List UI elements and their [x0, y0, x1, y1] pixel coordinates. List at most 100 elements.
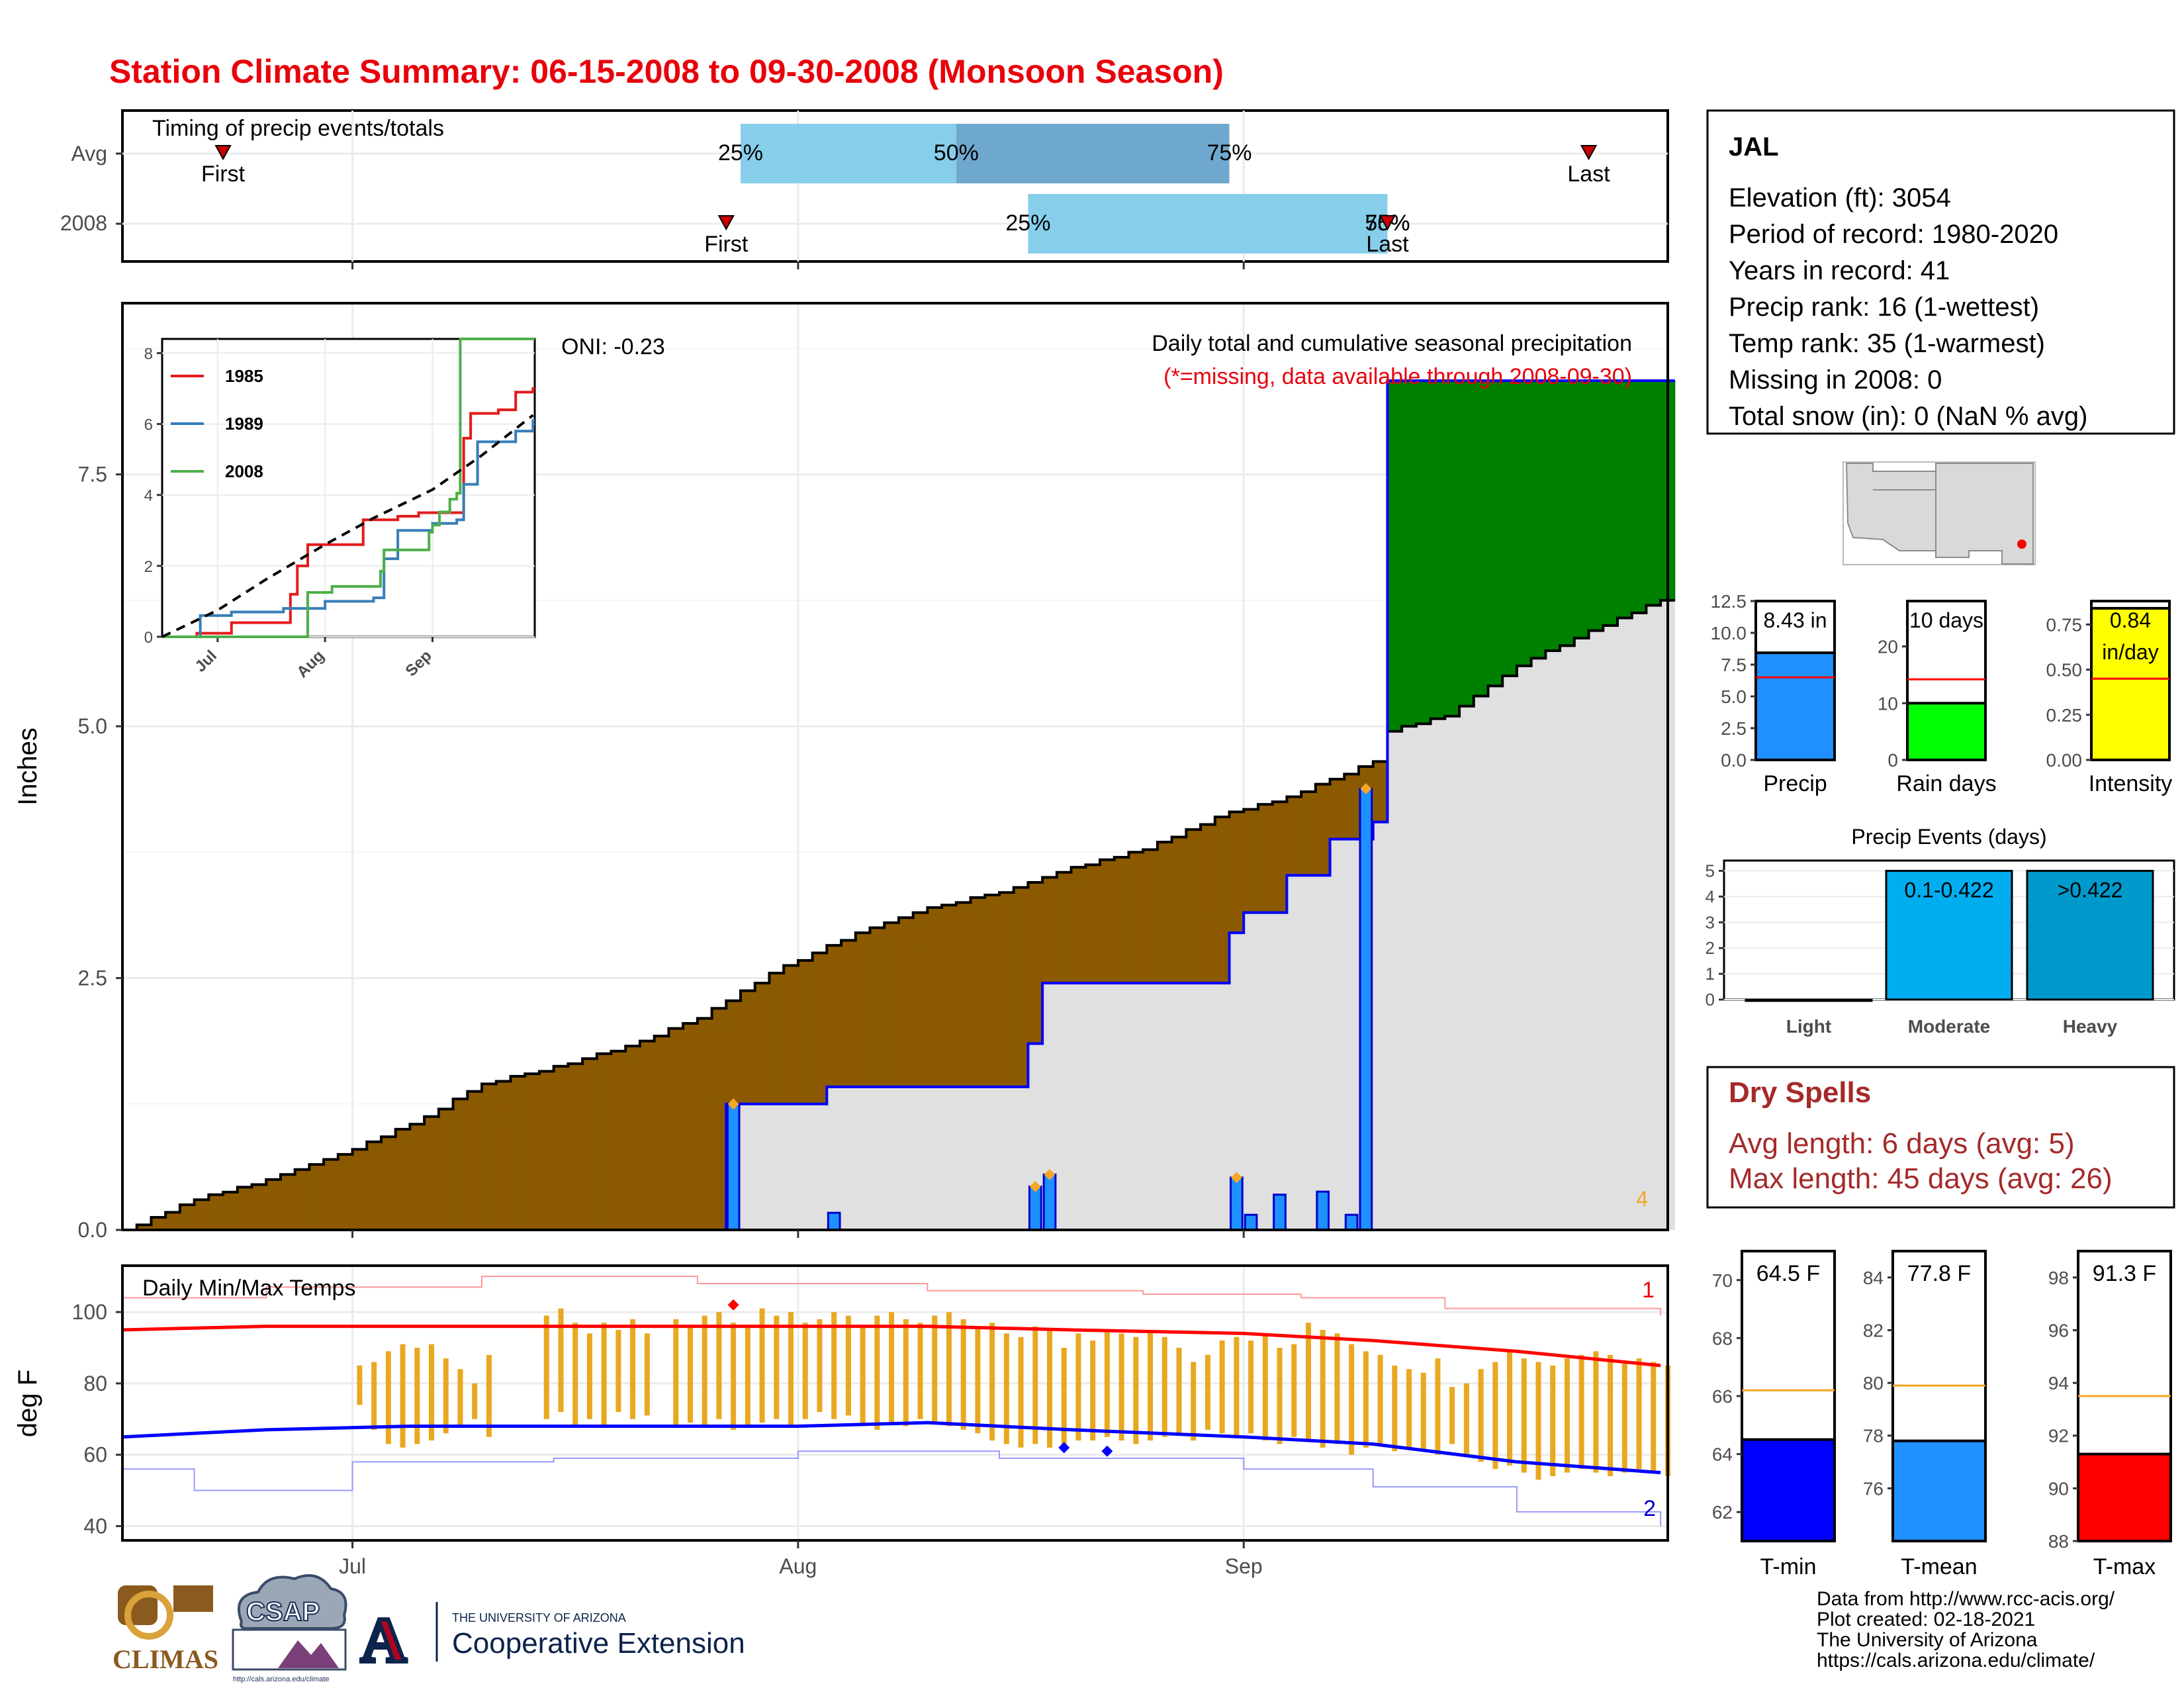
mini-bar-value-label: in/day [2102, 640, 2158, 664]
timing-2008-first-marker [717, 215, 735, 231]
events-y-tick-label: 0 [1706, 990, 1715, 1009]
dry-spells-max: Max length: 45 days (avg: 26) [1729, 1162, 2113, 1195]
dry-spells-title: Dry Spells [1729, 1076, 1871, 1109]
events-category-label: Light [1786, 1016, 1831, 1037]
daily-precip-bar [1273, 1194, 1287, 1231]
university-of-arizona-logo: A THE UNIVERSITY OF ARIZONA Cooperative … [359, 1602, 745, 1677]
record-day-marker [1029, 1181, 1041, 1193]
mini-bar-y-tick-label: 10 [1878, 693, 1898, 714]
timing-avg-iqr-upper [956, 124, 1230, 183]
mini-bar-y-tick-label: 0.25 [2046, 705, 2083, 726]
temp-summary-y-tick-label: 82 [1863, 1320, 1884, 1340]
locator-map [1843, 461, 2036, 565]
temp-record-marker [1058, 1442, 1070, 1454]
station-missing: Missing in 2008: 0 [1729, 365, 1942, 395]
station-location-marker [2017, 539, 2026, 549]
record-day-marker [1044, 1168, 1056, 1180]
ua-block-a-icon: A [361, 1605, 406, 1675]
precip-y-tick-label: 2.5 [78, 966, 107, 990]
timing-2008-last-label: Last [1366, 232, 1409, 257]
daily-precip-bar [1028, 1186, 1042, 1231]
record-low-count: 2 [1643, 1496, 1656, 1521]
temp-summary-y-tick-label: 78 [1863, 1426, 1884, 1446]
inset-series-line [161, 414, 534, 638]
timing-2008-last-marker [1379, 215, 1396, 231]
footer-credits: Data from http://www.rcc-acis.org/ Plot … [1817, 1588, 2115, 1671]
timing-2008-first-label: First [704, 232, 749, 257]
timing-avg-first-marker [214, 145, 232, 161]
mini-bar-y-tick-label: 0.00 [2046, 750, 2083, 771]
precip-header: Daily total and cumulative seasonal prec… [1152, 331, 1632, 356]
page-title: Station Climate Summary: 06-15-2008 to 0… [109, 53, 1224, 90]
precip-panel-border [121, 302, 1669, 1231]
precip-y-tick-label: 5.0 [78, 714, 107, 738]
precip-corner-count: 4 [1636, 1187, 1648, 1211]
temp-summary-y-tick-label: 80 [1863, 1373, 1884, 1393]
precip-panel: Daily total and cumulative seasonal prec… [13, 302, 1676, 1242]
inset-y-tick-label: 0 [144, 629, 153, 647]
climas-logo-ring [124, 1591, 173, 1640]
cumulative-below-area [122, 600, 1675, 1230]
station-years: Years in record: 41 [1729, 256, 1950, 285]
events-category-label: Heavy [2063, 1016, 2118, 1037]
temp-y-tick-label: 40 [83, 1514, 107, 1538]
temp-summary-y-tick-label: 62 [1712, 1502, 1733, 1523]
temp-summary-value-label: 91.3 F [2093, 1261, 2156, 1286]
month-x-ticks: Jul Aug Sep [339, 1230, 1263, 1578]
temp-summary-y-tick-label: 66 [1712, 1386, 1733, 1407]
record-day-marker [1360, 782, 1372, 794]
climas-logo-block [173, 1585, 213, 1612]
timing-2008-iqr-lower [1028, 194, 1388, 254]
oni-value: ONI: -0.23 [561, 334, 665, 359]
temp-summary-label: T-min [1760, 1554, 1817, 1579]
events-y-tick-label: 5 [1706, 861, 1715, 881]
temp-summary-y-tick-label: 64 [1712, 1444, 1733, 1465]
temp-series [122, 1276, 1670, 1526]
station-precip-rank: Precip rank: 16 (1-wettest) [1729, 293, 2039, 322]
precip-areas [122, 379, 1676, 1231]
temp-summary-value-label: 77.8 F [1907, 1261, 1971, 1286]
daily-precip-bar [1230, 1176, 1244, 1231]
dry-spells-panel: Dry Spells Avg length: 6 days (avg: 5) M… [1706, 1066, 2175, 1209]
mini-bar-y-tick-label: 5.0 [1721, 686, 1747, 707]
mini-bar-y-tick-label: 10.0 [1711, 623, 1747, 643]
temp-summary-y-tick-label: 88 [2048, 1531, 2069, 1552]
station-period: Period of record: 1980-2020 [1729, 220, 2058, 249]
mini-bar-label: Rain days [1896, 771, 1996, 796]
timing-avg-q50-label: 50% [934, 140, 979, 165]
daily-precip-bar [1359, 787, 1373, 1231]
inset-series-line [162, 419, 535, 638]
precip-y-ticks: 0.0 2.5 5.0 7.5 [78, 463, 122, 1242]
climas-logo: CLIMAS [113, 1585, 218, 1674]
events-y-tick-label: 3 [1706, 912, 1715, 932]
season-summary-bars: 8.43 in 0.0 2.5 5.0 7.5 10.0 12.5 Precip 10 days… [1711, 591, 2173, 796]
temp-summary-value-bar [2077, 1452, 2172, 1543]
temp-series-line [122, 1421, 1661, 1475]
temp-y-tick-label: 100 [72, 1300, 107, 1324]
precip-y-tick-label: 0.0 [78, 1218, 107, 1242]
temp-summary-y-tick-label: 98 [2048, 1268, 2069, 1288]
record-high-count: 1 [1642, 1278, 1655, 1303]
dry-spells-avg: Avg length: 6 days (avg: 5) [1729, 1127, 2075, 1160]
mini-bar-y-tick-label: 0 [1888, 750, 1898, 771]
temp-summary-value-bar [1741, 1438, 1836, 1542]
timing-avg-q75-label: 75% [1206, 140, 1251, 165]
temp-y-tick-label: 80 [83, 1372, 107, 1395]
daily-precip-bar [1316, 1190, 1330, 1231]
timing-avg-last-label: Last [1567, 162, 1610, 187]
inset-series-line [162, 387, 535, 638]
timing-avg-q25-label: 25% [718, 140, 763, 165]
timing-avg-first-label: First [201, 162, 246, 187]
mini-bar-value-label: 10 days [1909, 608, 1983, 632]
mini-bar-value [1906, 702, 1987, 762]
temp-series-line [122, 1325, 1661, 1368]
temp-record-marker [727, 1299, 739, 1311]
timing-2008-q25-label: 25% [1005, 211, 1050, 236]
month-x-tick-label: Jul [339, 1554, 366, 1578]
timing-panel: Timing of precip events/totals Avg 2008 … [60, 109, 1669, 269]
inset-legend-label: 1989 [225, 414, 263, 434]
footer-line: Data from http://www.rcc-acis.org/ [1817, 1588, 2115, 1610]
mini-bar-value [1754, 651, 1836, 761]
mini-bar-value-label: 0.84 [2110, 608, 2151, 632]
